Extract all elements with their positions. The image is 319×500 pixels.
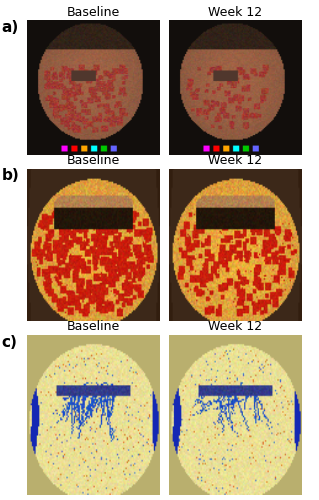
Text: a): a) — [2, 20, 19, 35]
Text: b): b) — [2, 168, 19, 184]
Text: Baseline: Baseline — [67, 6, 120, 18]
Text: c): c) — [2, 335, 18, 350]
Text: Baseline: Baseline — [67, 320, 120, 334]
Text: Week 12: Week 12 — [208, 154, 262, 167]
Text: Week 12: Week 12 — [208, 320, 262, 334]
Text: Week 12: Week 12 — [208, 6, 262, 18]
Text: Baseline: Baseline — [67, 154, 120, 167]
